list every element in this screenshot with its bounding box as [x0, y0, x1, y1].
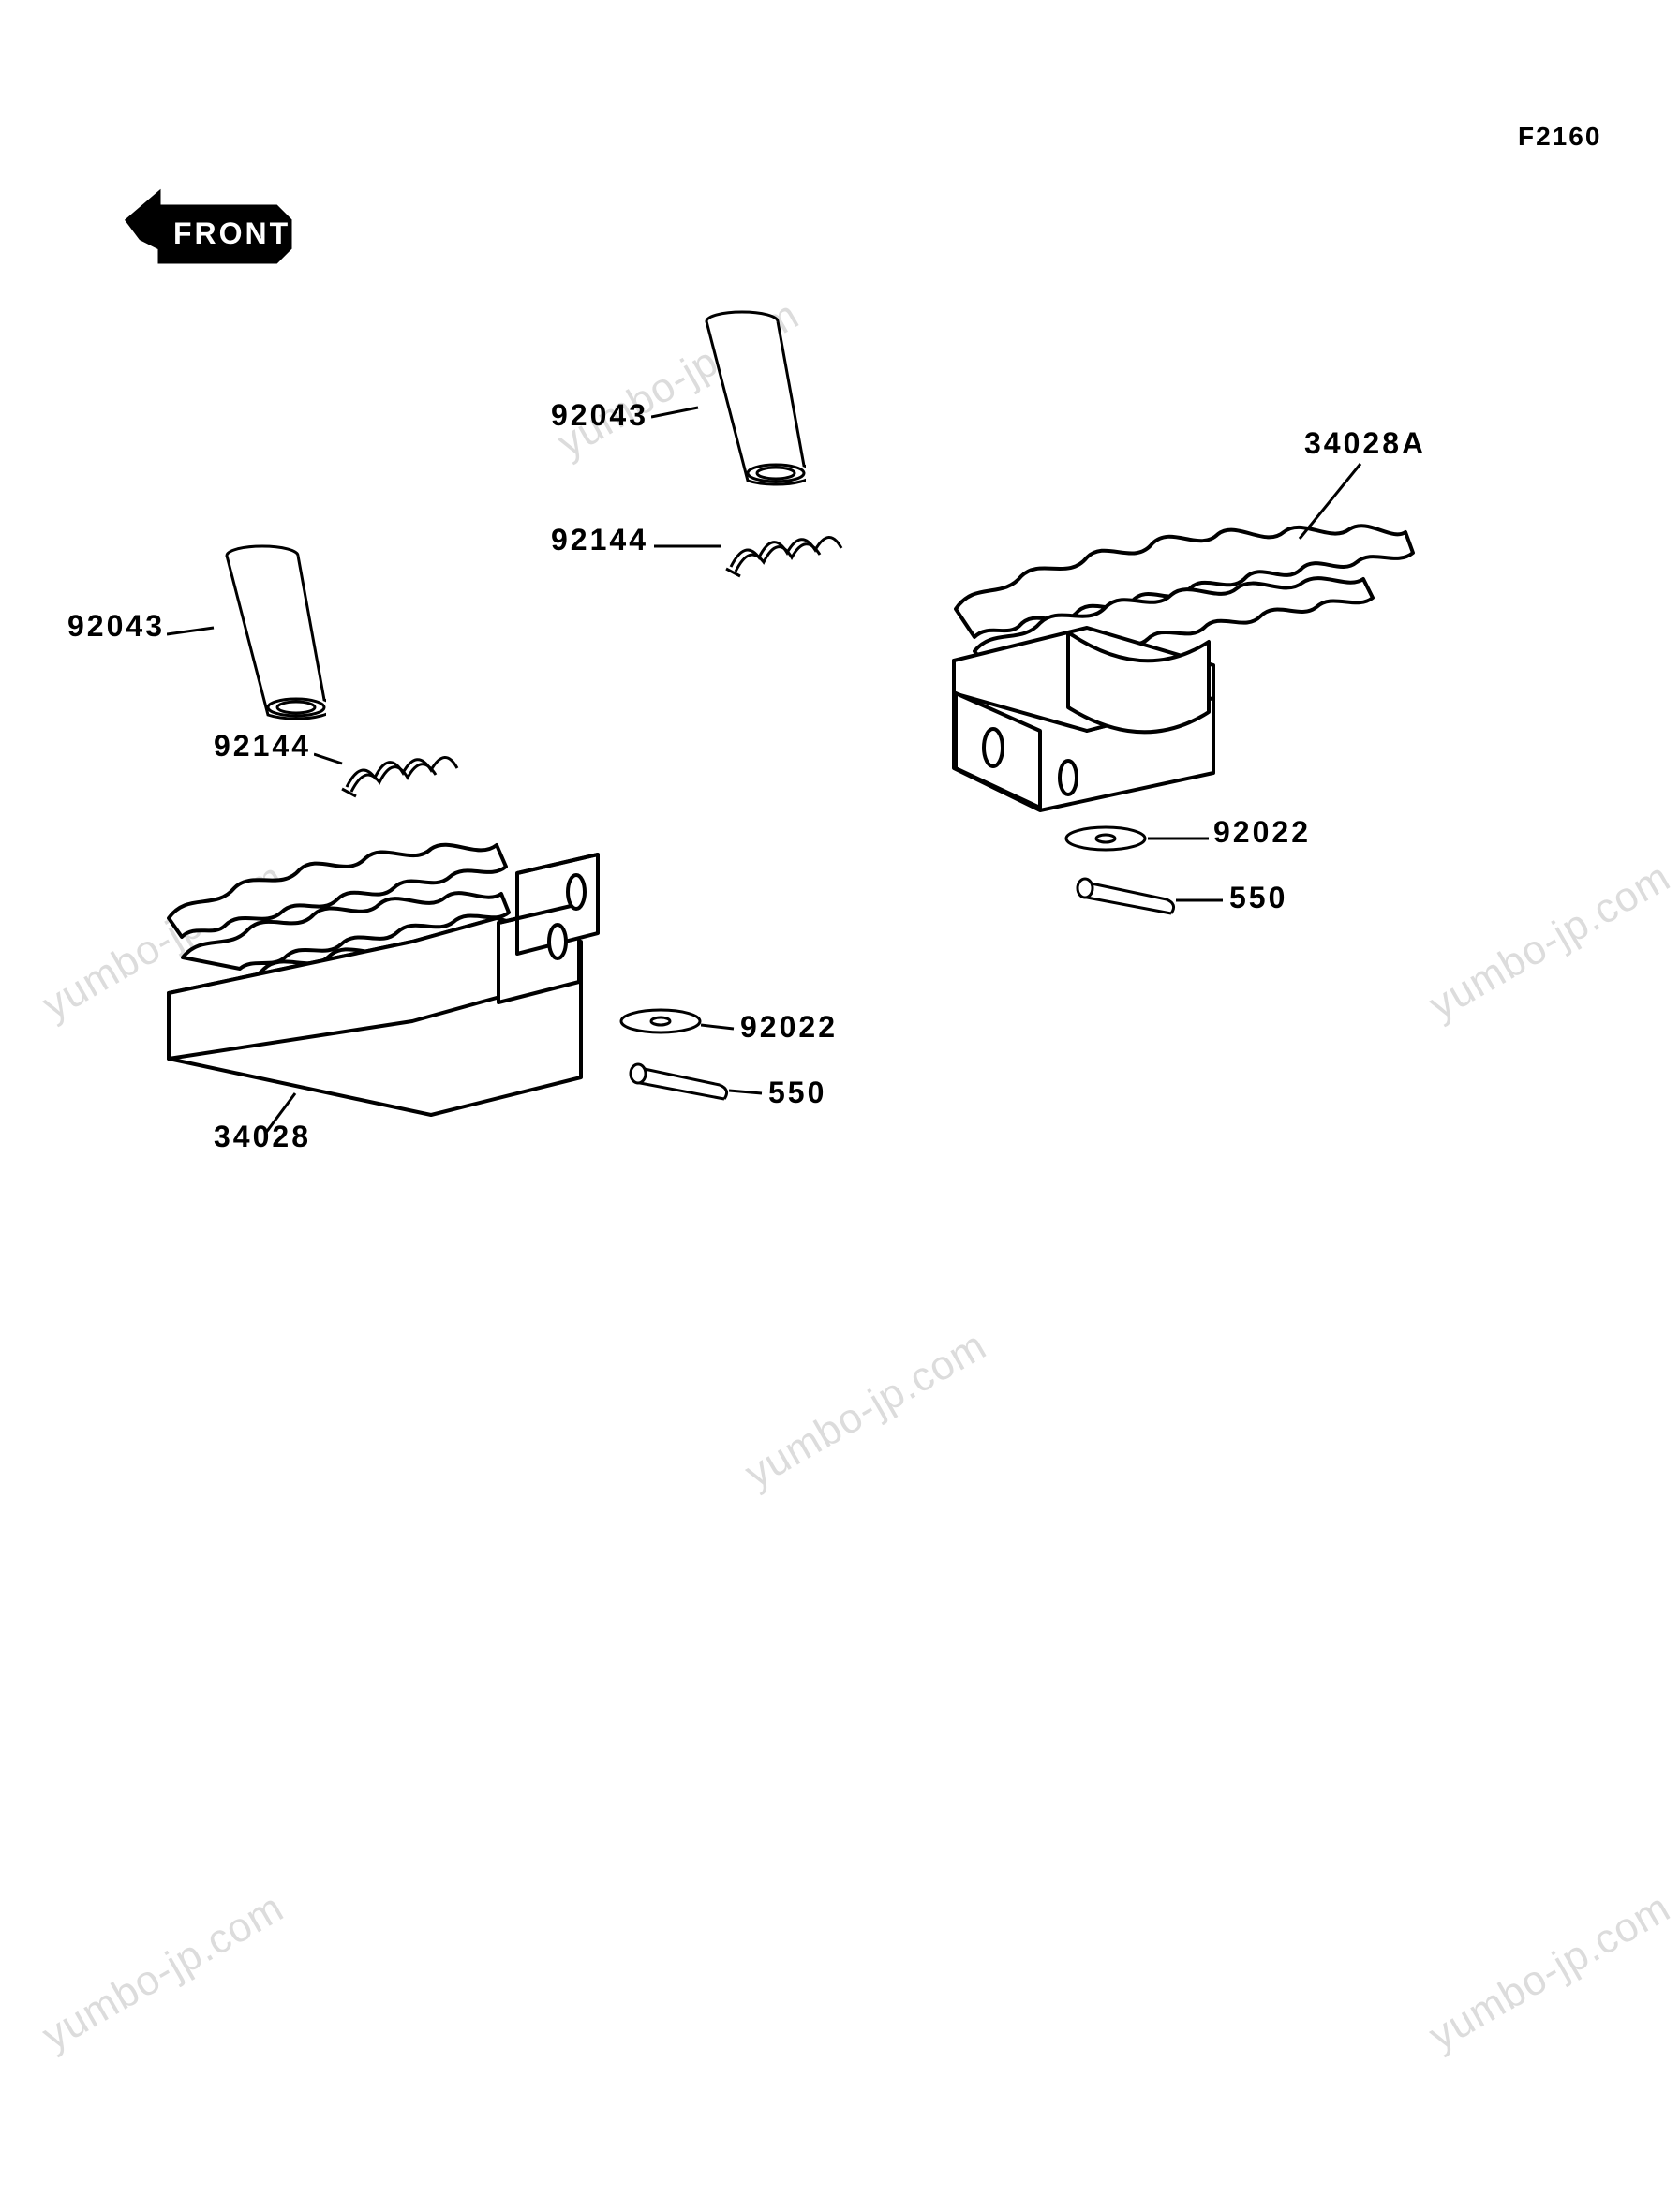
spring-right-label: 92144 [551, 523, 648, 557]
leader-line [701, 1019, 738, 1033]
washer-left-icon [614, 1002, 707, 1040]
step-right-icon [899, 497, 1443, 834]
diagram-ref-id: F2160 [1518, 122, 1601, 152]
watermark: yumbo-jp.com [1421, 854, 1679, 1029]
leader-line [729, 1085, 766, 1099]
spring-left-icon [337, 740, 468, 806]
step-right-label: 34028A [1304, 426, 1426, 461]
spring-right-icon [721, 520, 853, 586]
cotter-left-label: 550 [768, 1076, 826, 1110]
cotter-pin-left-icon [626, 1057, 738, 1108]
washer-right-label: 92022 [1213, 815, 1311, 850]
cotter-right-label: 550 [1229, 881, 1287, 915]
watermark: yumbo-jp.com [1421, 1884, 1679, 2059]
leader-line [1176, 895, 1227, 906]
watermark: yumbo-jp.com [737, 1322, 995, 1497]
pin-left-icon [214, 539, 326, 745]
pin-left-label: 92043 [67, 609, 165, 644]
leader-line [314, 750, 347, 766]
front-direction-badge: FRONT [122, 187, 272, 253]
pin-right-icon [693, 304, 806, 511]
leader-line [167, 623, 218, 642]
washer-left-label: 92022 [740, 1010, 838, 1045]
spring-left-label: 92144 [214, 729, 311, 764]
front-label-text: FRONT [173, 216, 290, 250]
pin-right-label: 92043 [551, 398, 648, 433]
leader-line [651, 403, 707, 422]
cotter-pin-right-icon [1073, 871, 1185, 923]
watermark: yumbo-jp.com [35, 1884, 292, 2059]
front-arrow-icon: FRONT [122, 187, 309, 272]
leader-line [1148, 829, 1213, 843]
leader-line [1295, 459, 1370, 543]
leader-line [654, 539, 724, 553]
step-left-label: 34028 [214, 1120, 311, 1154]
step-left-icon [131, 815, 656, 1134]
washer-right-icon [1059, 820, 1152, 857]
